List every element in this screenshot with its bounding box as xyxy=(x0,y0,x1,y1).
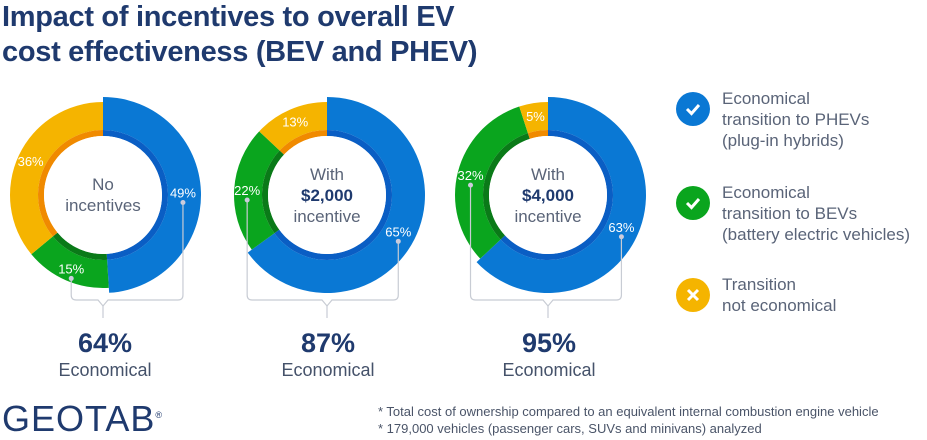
legend-label: Economical transition to BEVs (battery e… xyxy=(722,183,911,244)
donut-segment-bev xyxy=(455,106,528,259)
economical-caption-2: Economical xyxy=(502,360,596,380)
center-label: With xyxy=(310,165,344,184)
segment-label-bev: 32% xyxy=(457,168,483,183)
segment-label-none: 5% xyxy=(526,109,545,124)
center-label: incentive xyxy=(293,207,360,226)
donut-inner-ring-none xyxy=(527,130,548,139)
incentive-amount: $2,000 xyxy=(301,186,353,205)
legend-label: Transition not economical xyxy=(722,275,837,315)
donut-inner-ring-bev xyxy=(52,232,108,260)
legend-item-phev: Economical transition to PHEVs (plug-in … xyxy=(676,88,869,151)
segment-label-bev: 15% xyxy=(58,261,84,276)
logo-text: GEOTAB xyxy=(2,398,156,439)
segment-label-phev: 49% xyxy=(170,185,196,200)
geotab-logo: GEOTAB® xyxy=(2,398,163,440)
segment-label-phev: 63% xyxy=(608,220,634,235)
check-icon xyxy=(676,92,710,126)
donut-inner-ring-none xyxy=(37,130,103,237)
footnote: * 179,000 vehicles (passenger cars, SUVs… xyxy=(378,421,762,436)
total-economical-1: 87% xyxy=(300,328,356,358)
donut-center xyxy=(268,136,386,254)
legend-item-not-economical: Transition not economical xyxy=(676,274,836,316)
donut-segment-phev xyxy=(476,97,646,293)
incentive-amount: $4,000 xyxy=(522,186,574,205)
donut-segment-none xyxy=(519,102,548,134)
total-economical-2: 95% xyxy=(521,328,577,358)
x-icon xyxy=(676,278,710,312)
center-label: incentives xyxy=(65,196,141,215)
logo-mark: ® xyxy=(155,410,163,420)
title-line: cost effectiveness (BEV and PHEV) xyxy=(2,36,478,68)
total-economical-0: 64% xyxy=(77,328,133,358)
footnote: * Total cost of ownership compared to an… xyxy=(378,404,879,419)
center-label: No xyxy=(92,175,114,194)
donut-segment-bev xyxy=(31,236,109,289)
legend-item-bev: Economical transition to BEVs (battery e… xyxy=(676,182,910,245)
donut-center xyxy=(44,136,162,254)
center-label: incentive xyxy=(514,207,581,226)
donut-segment-bev xyxy=(233,131,280,250)
donut-segment-none xyxy=(259,102,327,151)
economical-caption-0: Economical xyxy=(58,360,152,380)
donut-center xyxy=(489,136,607,254)
check-icon xyxy=(676,186,710,220)
donut-segment-phev xyxy=(103,97,201,293)
segment-label-phev: 65% xyxy=(385,224,411,239)
economical-caption-1: Economical xyxy=(281,360,375,380)
donut-segment-none xyxy=(10,102,104,255)
segment-label-bev: 22% xyxy=(234,183,260,198)
donut-inner-ring-bev xyxy=(483,133,530,240)
center-label: With xyxy=(531,165,565,184)
legend-label: Economical transition to PHEVs (plug-in … xyxy=(722,89,870,150)
chart-title: Impact of incentives to overall EV cost … xyxy=(2,0,478,70)
segment-label-none: 13% xyxy=(282,115,308,130)
donut-inner-ring-bev xyxy=(262,150,284,234)
donut-inner-ring-phev xyxy=(500,130,613,260)
segment-label-none: 36% xyxy=(18,154,44,169)
donut-segment-phev xyxy=(247,97,425,293)
title-line: Impact of incentives to overall EV xyxy=(2,1,455,33)
donut-inner-ring-none xyxy=(279,130,327,155)
